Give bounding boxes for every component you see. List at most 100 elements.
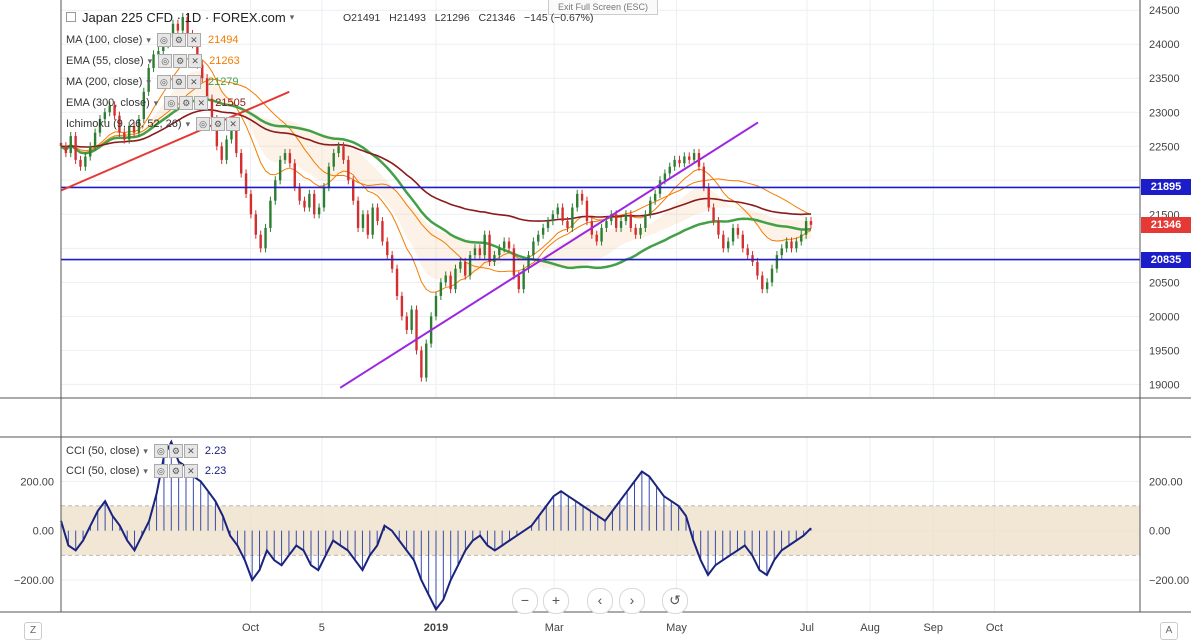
chevron-down-icon[interactable]: ▾ — [289, 11, 295, 22]
scroll-right-icon[interactable]: › — [619, 588, 645, 614]
candle-body — [274, 180, 277, 201]
candle — [274, 176, 277, 205]
legend-row[interactable]: Ichimoku (9, 26, 52, 26) ▾ ◎ ⚙ ✕ — [66, 115, 247, 133]
reset-icon[interactable]: ↺ — [662, 588, 688, 614]
candle — [512, 244, 516, 280]
candle — [225, 135, 228, 164]
close-icon[interactable]: ✕ — [226, 117, 241, 131]
zoom-corner-button[interactable]: Z — [24, 622, 42, 640]
close-icon[interactable]: ✕ — [183, 464, 198, 478]
visibility-icon[interactable]: ◎ — [158, 54, 173, 68]
candle — [308, 189, 311, 212]
chevron-down-icon[interactable]: ▾ — [185, 118, 191, 129]
settings-icon[interactable]: ⚙ — [168, 444, 183, 458]
legend-label: MA (100, close) — [66, 34, 143, 46]
candle-body — [634, 227, 637, 235]
candle — [347, 155, 350, 185]
candle-body — [395, 268, 399, 296]
candle — [127, 121, 131, 144]
candle — [410, 305, 413, 335]
visibility-icon[interactable]: ◎ — [153, 444, 168, 458]
candle-body — [162, 44, 165, 52]
legend-row[interactable]: MA (200, close) ▾ ◎ ⚙ ✕ 21279 — [66, 73, 239, 91]
chevron-down-icon[interactable]: ▾ — [143, 465, 148, 476]
cci-legend-row[interactable]: CCI (50, close) ▾ ◎ ⚙ ✕ 2.23 — [66, 462, 226, 480]
candle — [390, 251, 394, 273]
candle-body — [561, 207, 564, 222]
candle-body — [293, 163, 296, 188]
candle-body — [649, 200, 652, 215]
close-icon[interactable]: ✕ — [188, 54, 203, 68]
collapse-icon[interactable] — [66, 12, 76, 22]
chevron-down-icon[interactable]: ▾ — [146, 76, 151, 87]
candle — [89, 142, 92, 161]
symbol-label[interactable]: Japan 225 CFD · 1D · FOREX.com — [82, 9, 286, 25]
settings-icon[interactable]: ⚙ — [211, 117, 226, 131]
candle-body — [717, 221, 720, 235]
scroll-left-icon[interactable]: ‹ — [587, 588, 613, 614]
candle-body — [770, 268, 774, 283]
candle — [561, 203, 564, 226]
close-icon[interactable]: ✕ — [186, 75, 201, 89]
candle-body — [244, 173, 248, 194]
candle-body — [303, 200, 306, 208]
visibility-icon[interactable]: ◎ — [156, 33, 171, 47]
candle-body — [239, 153, 243, 174]
legend-row[interactable]: EMA (300, close) ▾ ◎ ⚙ ✕ 21505 — [66, 94, 246, 112]
candle — [653, 189, 657, 205]
candle-body — [269, 200, 272, 228]
candle-body — [337, 146, 340, 154]
chevron-down-icon[interactable]: ▾ — [153, 97, 159, 108]
candle-body — [322, 187, 326, 208]
settings-icon[interactable]: ⚙ — [173, 54, 188, 68]
chevron-down-icon[interactable]: ▾ — [143, 445, 148, 456]
candle — [464, 257, 467, 280]
settings-icon[interactable]: ⚙ — [168, 464, 183, 478]
auto-scale-button[interactable]: A — [1160, 622, 1178, 640]
candle-body — [493, 255, 496, 262]
legend-row[interactable]: MA (100, close) ▾ ◎ ⚙ ✕ 21494 — [66, 31, 239, 49]
candle — [765, 278, 769, 294]
candle — [337, 142, 340, 158]
close-icon[interactable]: ✕ — [186, 33, 201, 47]
chevron-down-icon[interactable]: ▾ — [147, 55, 153, 66]
candle — [580, 189, 584, 205]
chevron-down-icon[interactable]: ▾ — [146, 34, 151, 45]
candle-body — [230, 125, 233, 140]
settings-icon[interactable]: ⚙ — [171, 33, 186, 47]
candle — [434, 291, 438, 321]
candle-body — [712, 207, 715, 222]
price-tick-label: 19000 — [1149, 379, 1180, 391]
candle-body — [171, 23, 175, 38]
candle — [673, 155, 676, 171]
cci-legend-row[interactable]: CCI (50, close) ▾ ◎ ⚙ ✕ 2.23 — [66, 442, 226, 460]
zoom-in-icon[interactable]: + — [543, 588, 569, 614]
candle-body — [537, 234, 540, 242]
candle-body — [434, 295, 438, 317]
visibility-icon[interactable]: ◎ — [164, 96, 179, 110]
close-icon[interactable]: ✕ — [183, 444, 198, 458]
settings-icon[interactable]: ⚙ — [171, 75, 186, 89]
candle-body — [84, 156, 87, 167]
zoom-out-icon[interactable]: − — [512, 588, 538, 614]
candle — [478, 244, 482, 260]
candle-body — [512, 248, 516, 276]
visibility-icon[interactable]: ◎ — [153, 464, 168, 478]
candle — [376, 203, 379, 226]
candle-body — [108, 105, 111, 113]
candle-body — [731, 227, 735, 242]
candle — [736, 223, 740, 239]
exit-fullscreen-button[interactable]: Exit Full Screen (ESC) — [548, 0, 658, 15]
visibility-icon[interactable]: ◎ — [156, 75, 171, 89]
time-tick-label: Aug — [860, 622, 880, 634]
legend-row[interactable]: EMA (55, close) ▾ ◎ ⚙ ✕ 21263 — [66, 52, 240, 70]
candle-body — [415, 309, 418, 351]
visibility-icon[interactable]: ◎ — [196, 117, 211, 131]
candle-body — [571, 207, 574, 228]
candle — [678, 155, 681, 168]
cci-tick-label: −200.00 — [14, 575, 54, 587]
settings-icon[interactable]: ⚙ — [179, 96, 194, 110]
close-icon[interactable]: ✕ — [194, 96, 209, 110]
candle — [600, 223, 603, 246]
